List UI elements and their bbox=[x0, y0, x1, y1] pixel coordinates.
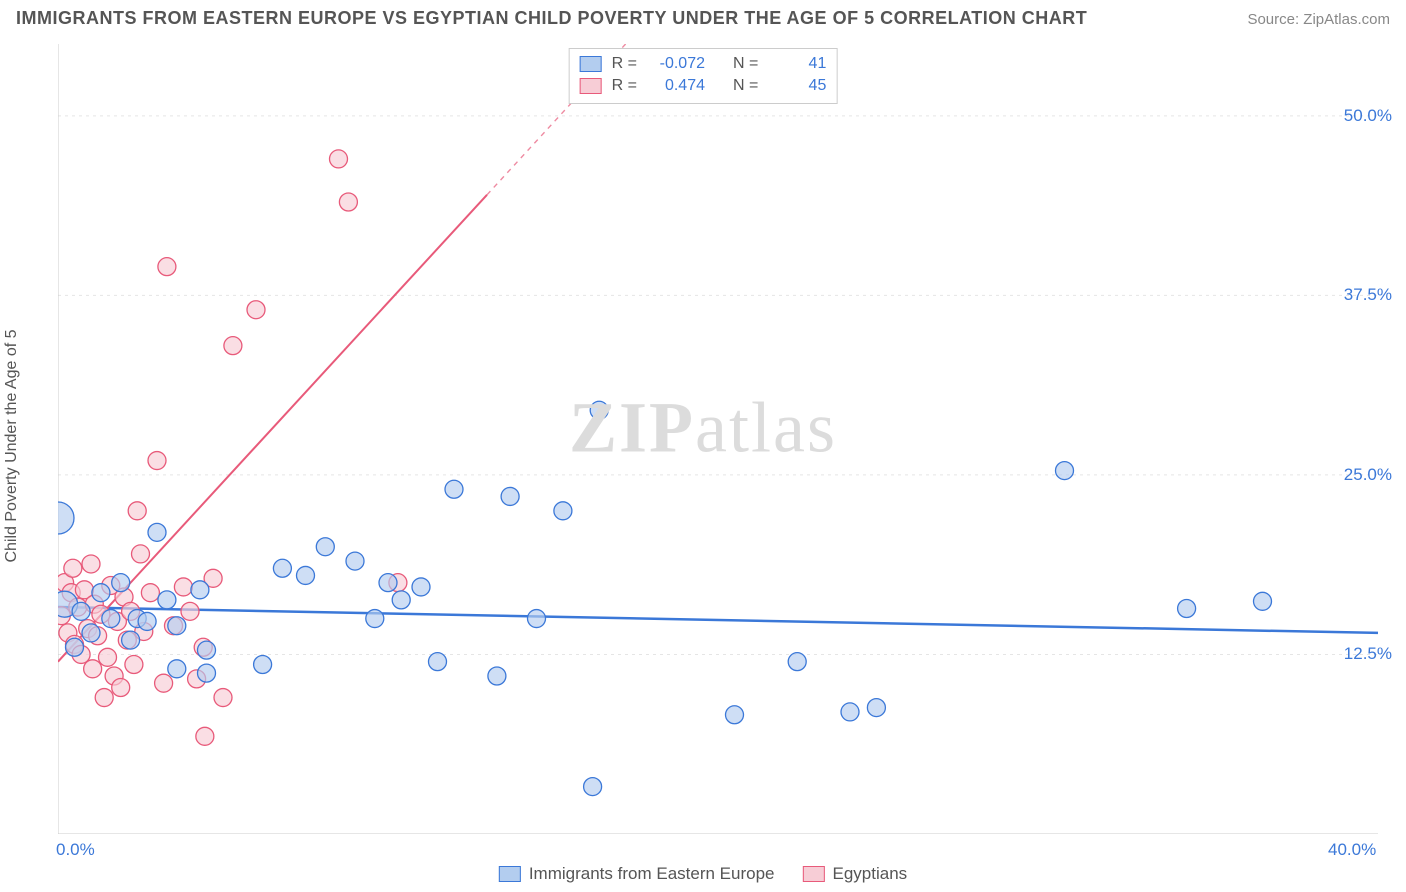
y-tick-label: 37.5% bbox=[1344, 285, 1392, 305]
stats-legend: R = -0.072 N = 41 R = 0.474 N = 45 bbox=[569, 48, 838, 104]
source-label: Source: ZipAtlas.com bbox=[1247, 11, 1390, 28]
y-tick-label: 50.0% bbox=[1344, 106, 1392, 126]
r-label: R = bbox=[612, 75, 637, 97]
swatch-pink bbox=[802, 866, 824, 882]
r-label: R = bbox=[612, 53, 637, 75]
swatch-blue bbox=[580, 56, 602, 72]
r-value-pink: 0.474 bbox=[647, 75, 705, 97]
series-legend: Immigrants from Eastern Europe Egyptians bbox=[499, 864, 907, 884]
legend-item-pink: Egyptians bbox=[802, 864, 907, 884]
n-value-pink: 45 bbox=[768, 75, 826, 97]
n-value-blue: 41 bbox=[768, 53, 826, 75]
y-tick-label: 25.0% bbox=[1344, 465, 1392, 485]
n-label: N = bbox=[733, 75, 758, 97]
x-tick-label: 0.0% bbox=[56, 840, 95, 860]
swatch-pink bbox=[580, 78, 602, 94]
legend-label-blue: Immigrants from Eastern Europe bbox=[529, 864, 775, 884]
plot-area bbox=[58, 44, 1378, 834]
swatch-blue bbox=[499, 866, 521, 882]
header-row: IMMIGRANTS FROM EASTERN EUROPE VS EGYPTI… bbox=[16, 8, 1390, 29]
n-label: N = bbox=[733, 53, 758, 75]
legend-label-pink: Egyptians bbox=[832, 864, 907, 884]
stats-row-pink: R = 0.474 N = 45 bbox=[580, 75, 827, 97]
chart-title: IMMIGRANTS FROM EASTERN EUROPE VS EGYPTI… bbox=[16, 8, 1087, 29]
correlation-chart bbox=[58, 44, 1378, 834]
y-axis-label: Child Poverty Under the Age of 5 bbox=[3, 329, 21, 562]
legend-item-blue: Immigrants from Eastern Europe bbox=[499, 864, 775, 884]
r-value-blue: -0.072 bbox=[647, 53, 705, 75]
x-tick-label: 40.0% bbox=[1328, 840, 1376, 860]
y-tick-label: 12.5% bbox=[1344, 644, 1392, 664]
stats-row-blue: R = -0.072 N = 41 bbox=[580, 53, 827, 75]
